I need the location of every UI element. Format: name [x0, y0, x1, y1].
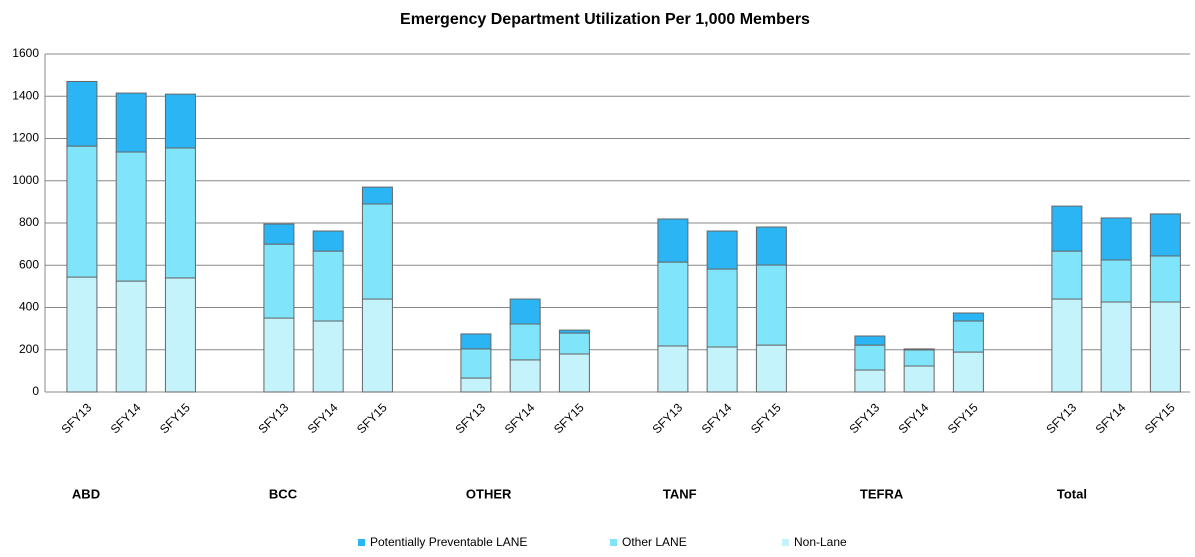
y-tick-label: 1400	[12, 88, 39, 102]
x-tick-label: SFY14	[305, 400, 341, 436]
bar-segment	[66, 145, 98, 278]
bar-segment	[1051, 250, 1083, 300]
bar-segment	[312, 250, 344, 322]
y-tick-label: 0	[32, 384, 39, 398]
x-tick-label: SFY14	[699, 400, 735, 436]
bar-segment	[1051, 205, 1083, 252]
bar-segment	[558, 329, 590, 334]
y-tick-label: 400	[19, 300, 39, 314]
bar-segment	[903, 349, 935, 367]
bar-segment	[509, 359, 541, 393]
bar-segment	[1100, 301, 1132, 393]
y-tick-label: 1600	[12, 46, 39, 60]
group-label: OTHER	[466, 486, 512, 501]
bar-segment	[263, 223, 295, 245]
bar-segment	[706, 268, 738, 348]
x-tick-label: SFY13	[255, 400, 291, 436]
chart-title: Emergency Department Utilization Per 1,0…	[400, 11, 810, 28]
group-label: TANF	[663, 486, 697, 501]
bar-segment	[509, 323, 541, 361]
bar-segment	[706, 346, 738, 393]
legend-marker	[782, 539, 789, 546]
x-tick-label: SFY13	[1043, 400, 1079, 436]
bar-segment	[952, 320, 984, 353]
y-tick-label: 600	[19, 257, 39, 271]
bar-segment	[755, 344, 787, 393]
x-tick-label: SFY14	[502, 400, 538, 436]
bar-segment	[1149, 255, 1181, 303]
bar-segment	[755, 226, 787, 266]
bar-segment	[115, 92, 147, 153]
bar-segment	[115, 280, 147, 393]
bar-segment	[263, 317, 295, 393]
bar-segment	[1100, 259, 1132, 303]
bar-segment	[1149, 213, 1181, 257]
legend-label: Non-Lane	[794, 535, 847, 549]
x-tick-label: SFY15	[354, 400, 390, 436]
bar-segment	[1149, 301, 1181, 393]
bar-segment	[312, 230, 344, 252]
group-label: BCC	[269, 486, 298, 501]
bar-segment	[558, 332, 590, 355]
bar-segment	[361, 298, 393, 393]
legend-label: Other LANE	[622, 535, 687, 549]
x-tick-label: SFY13	[649, 400, 685, 436]
bar-segment	[952, 351, 984, 393]
bar-segment	[854, 344, 886, 371]
bar-segment	[361, 186, 393, 205]
bar-segment	[460, 348, 492, 379]
bar-segment	[312, 320, 344, 393]
x-tick-label: SFY13	[452, 400, 488, 436]
bar-segment	[903, 348, 935, 351]
group-label: TEFRA	[860, 486, 904, 501]
bar-segment	[66, 80, 98, 147]
group-label: Total	[1057, 486, 1087, 501]
x-tick-label: SFY14	[108, 400, 144, 436]
bar-segment	[854, 369, 886, 393]
bar-segment	[460, 377, 492, 393]
y-tick-label: 800	[19, 215, 39, 229]
bar-segment	[164, 277, 196, 393]
bar-segment	[263, 243, 295, 319]
x-tick-label: SFY14	[1093, 400, 1129, 436]
bar-segment	[509, 298, 541, 325]
legend-marker	[358, 539, 365, 546]
y-tick-label: 1200	[12, 131, 39, 145]
bar-segment	[164, 147, 196, 279]
bar-segment	[657, 218, 689, 263]
group-label: ABD	[72, 486, 100, 501]
bar-segment	[460, 333, 492, 350]
bar-segment	[903, 365, 935, 393]
bar-segment	[657, 261, 689, 347]
bar-segment	[657, 345, 689, 393]
x-tick-label: SFY15	[551, 400, 587, 436]
bar-segment	[952, 312, 984, 322]
bar-segment	[66, 276, 98, 393]
legend-label: Potentially Preventable LANE	[370, 535, 527, 549]
bar-segment	[854, 335, 886, 346]
bar-segment	[558, 353, 590, 393]
legend-marker	[610, 539, 617, 546]
bar-segment	[115, 151, 147, 282]
x-tick-label: SFY13	[58, 400, 94, 436]
x-tick-label: SFY15	[945, 400, 981, 436]
x-tick-label: SFY15	[1142, 400, 1178, 436]
y-tick-label: 1000	[12, 173, 39, 187]
y-tick-label: 200	[19, 342, 39, 356]
bar-segment	[361, 203, 393, 300]
bar-segment	[755, 264, 787, 346]
bar-segment	[1100, 217, 1132, 261]
x-tick-label: SFY13	[846, 400, 882, 436]
x-tick-label: SFY15	[157, 400, 193, 436]
bar-segment	[1051, 298, 1083, 393]
x-tick-label: SFY14	[896, 400, 932, 436]
bar-segment	[164, 93, 196, 149]
bar-segment	[706, 230, 738, 270]
x-tick-label: SFY15	[748, 400, 784, 436]
